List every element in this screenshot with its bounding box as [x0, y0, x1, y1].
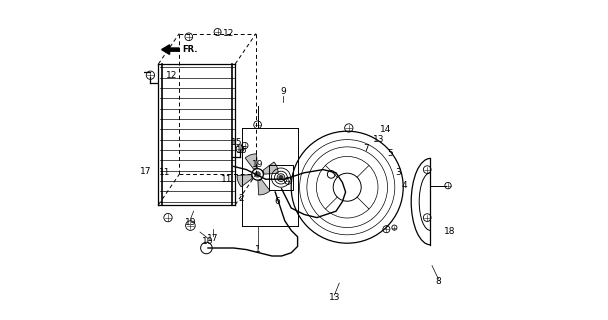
Text: 17: 17 [140, 167, 151, 176]
Polygon shape [245, 154, 257, 169]
Circle shape [255, 172, 260, 177]
Text: 1: 1 [255, 245, 260, 254]
Text: 4: 4 [402, 181, 407, 190]
Text: 9: 9 [280, 87, 286, 96]
Text: 15: 15 [231, 138, 243, 147]
Text: 12: 12 [223, 29, 235, 38]
Text: 16: 16 [236, 146, 247, 155]
Text: 8: 8 [435, 277, 441, 286]
Text: 11: 11 [221, 175, 233, 184]
Text: 19: 19 [185, 218, 196, 227]
Polygon shape [237, 175, 252, 187]
Polygon shape [263, 162, 278, 174]
Text: 13: 13 [373, 135, 385, 144]
Text: 11: 11 [159, 168, 171, 177]
Text: FR.: FR. [182, 45, 198, 54]
Text: 13: 13 [329, 293, 340, 302]
Polygon shape [258, 180, 270, 195]
Text: 18: 18 [444, 228, 455, 236]
Text: 7: 7 [364, 144, 369, 153]
Text: 6: 6 [274, 197, 280, 206]
Text: 17: 17 [207, 234, 218, 243]
Circle shape [279, 176, 283, 180]
Text: 10: 10 [202, 237, 214, 246]
Text: 2: 2 [239, 194, 244, 203]
Text: 19: 19 [252, 160, 263, 169]
Polygon shape [162, 45, 179, 54]
Text: 5: 5 [387, 149, 393, 158]
Text: 12: 12 [165, 71, 177, 80]
Text: 14: 14 [380, 125, 392, 134]
Text: 3: 3 [396, 168, 401, 177]
